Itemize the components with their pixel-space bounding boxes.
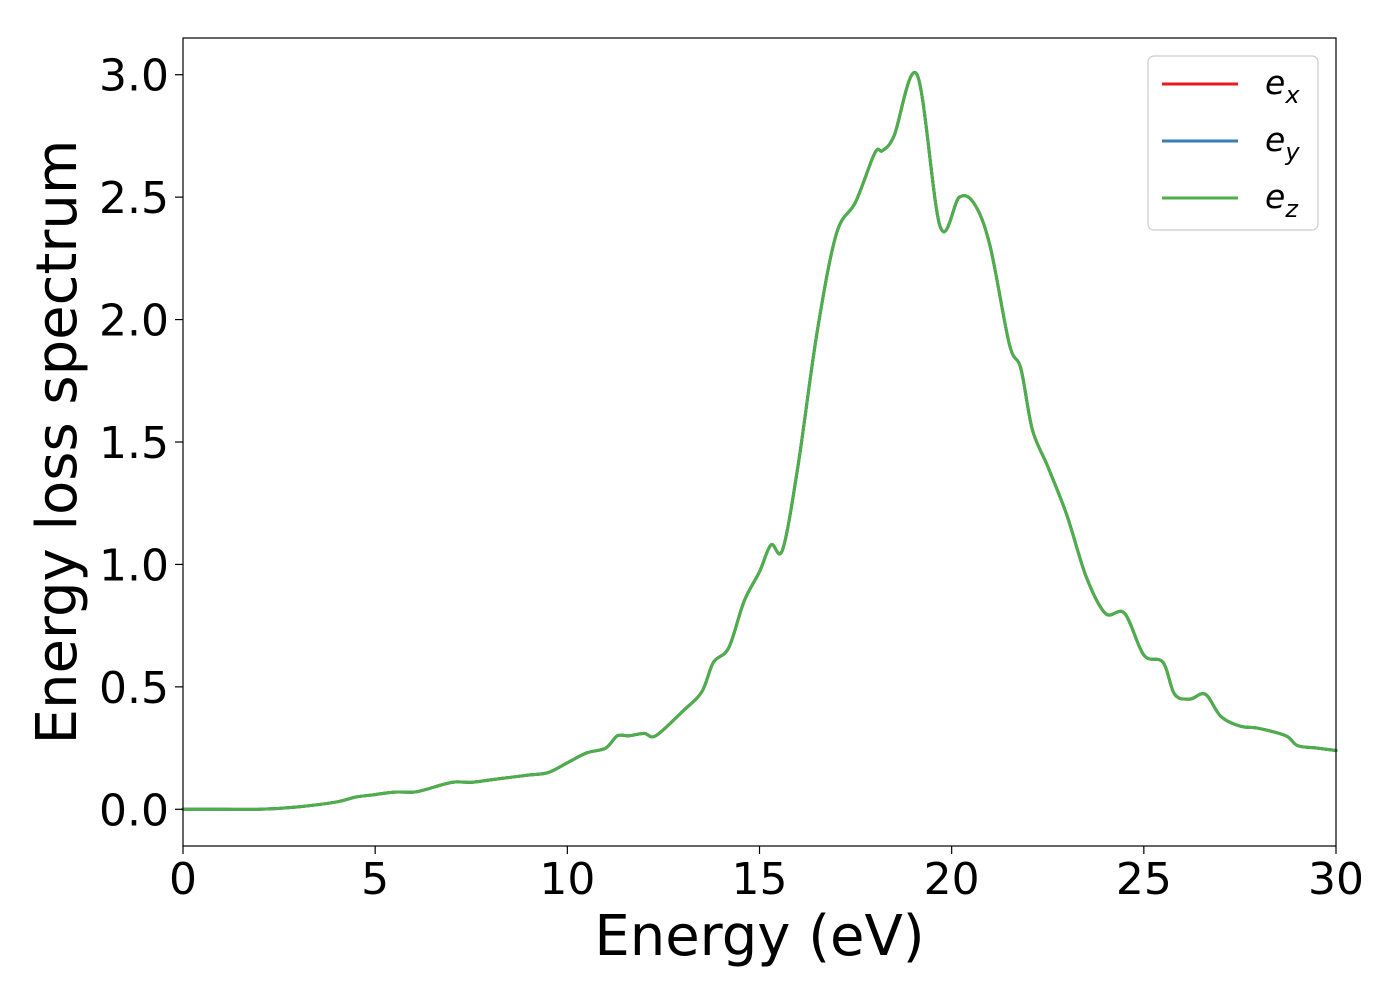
series-line-z xyxy=(181,70,1338,811)
x-tick-label: 0 xyxy=(169,854,197,905)
x-axis-title: Energy (eV) xyxy=(594,904,924,969)
y-tick-label: 1.5 xyxy=(99,418,169,469)
y-tick-label: 2.0 xyxy=(99,296,169,347)
y-tick-label: 0.0 xyxy=(99,785,169,836)
x-tick-label: 15 xyxy=(732,854,788,905)
y-tick-label: 0.5 xyxy=(99,663,169,714)
y-tick-label: 2.5 xyxy=(99,173,169,224)
y-tick-label: 1.0 xyxy=(99,540,169,591)
tick-layer: 0 5 10 15 20 25 30 0.0 0.5 1.0 1.5 2.0 2.5 3.0 xyxy=(99,51,1364,905)
x-tick-label: 30 xyxy=(1308,854,1364,905)
x-tick-label: 20 xyxy=(924,854,980,905)
y-tick-label: 3.0 xyxy=(99,51,169,102)
x-tick-label: 25 xyxy=(1116,854,1172,905)
legend-box xyxy=(1147,55,1319,231)
series-layer xyxy=(181,70,1338,811)
x-tick-label: 10 xyxy=(539,854,595,905)
x-tick-label: 5 xyxy=(361,854,389,905)
y-axis-title: Energy loss spectrum xyxy=(25,140,90,745)
